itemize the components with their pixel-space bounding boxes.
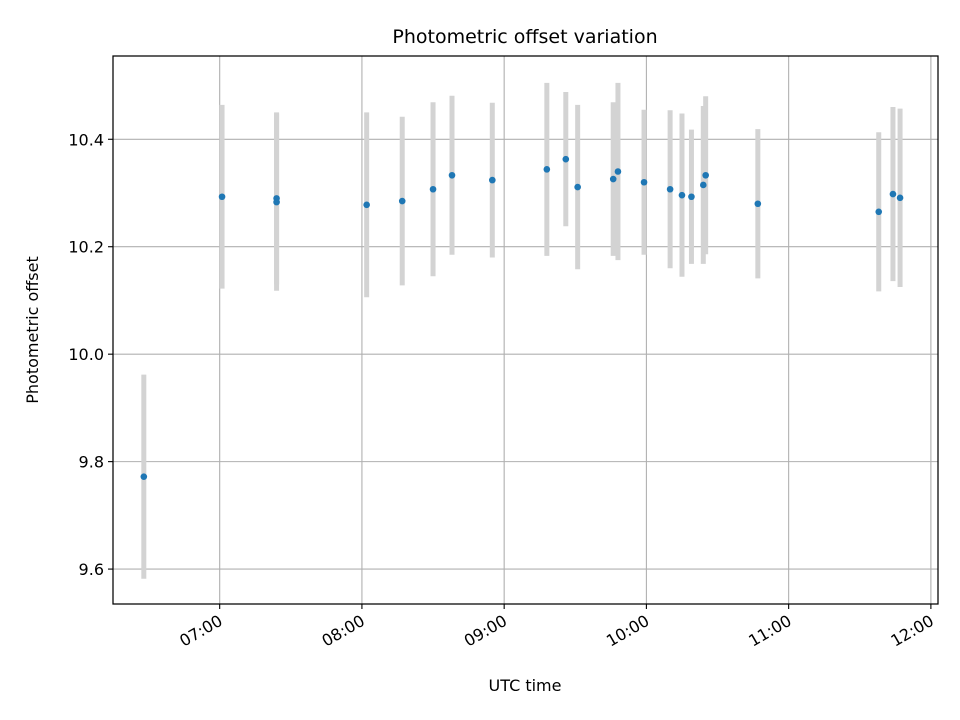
y-tick-label: 9.6 (79, 560, 104, 579)
data-point (678, 191, 686, 199)
y-tick-label: 9.8 (79, 453, 104, 472)
data-point (702, 171, 709, 179)
y-axis-ticks: 9.6 9.8 10.0 10.2 10.4 (68, 130, 113, 579)
data-point (273, 198, 280, 206)
data-point (140, 473, 148, 480)
data-point (574, 183, 581, 191)
x-axis-label: UTC time (489, 676, 562, 695)
data-point (889, 190, 897, 198)
grid (113, 56, 938, 604)
y-tick-label: 10.4 (68, 130, 104, 149)
data-point (700, 181, 707, 189)
data-point (562, 155, 570, 163)
data-point (398, 197, 406, 205)
data-point (875, 208, 883, 216)
y-tick-label: 10.2 (68, 238, 104, 257)
y-axis-label: Photometric offset (23, 256, 42, 404)
data-point (543, 166, 551, 173)
chart-title: Photometric offset variation (392, 26, 657, 48)
data-point (640, 178, 648, 186)
data-point (489, 176, 496, 184)
data-point (218, 193, 226, 201)
data-point (896, 194, 904, 202)
data-points (140, 155, 904, 480)
y-tick-label: 10.0 (68, 345, 104, 364)
data-point (363, 201, 370, 209)
data-point (609, 175, 617, 183)
data-point (614, 168, 622, 175)
data-point (666, 185, 674, 193)
plot-frame (112, 55, 939, 605)
data-point (448, 171, 456, 179)
data-point (429, 185, 437, 193)
data-point (688, 193, 695, 201)
data-point (754, 200, 762, 208)
